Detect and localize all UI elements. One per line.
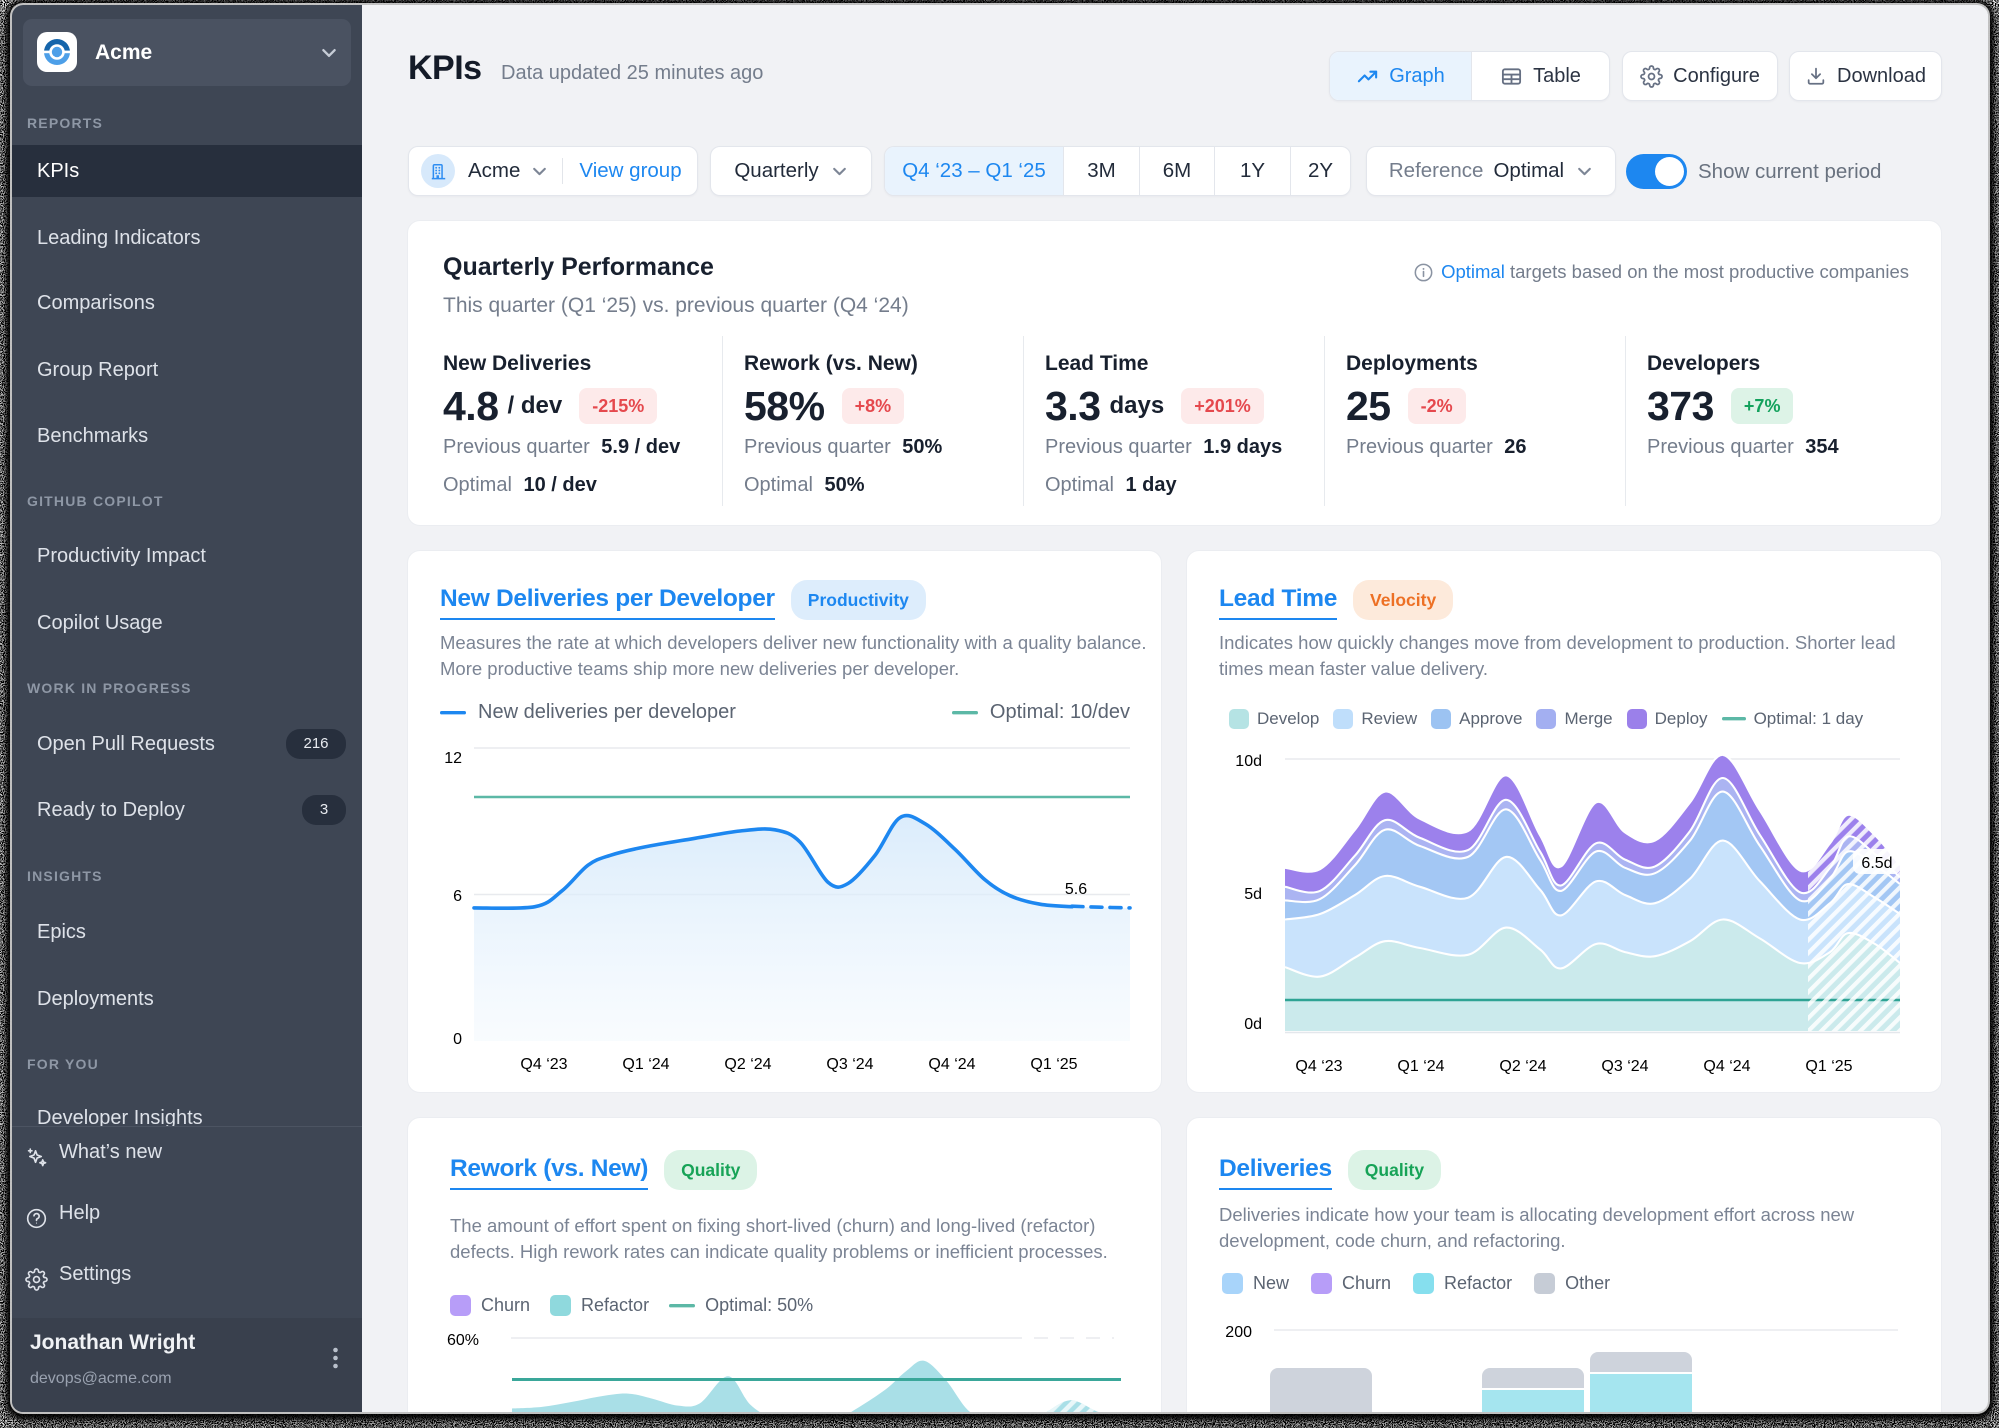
svg-text:Q2 ‘24: Q2 ‘24 [1499, 1058, 1546, 1075]
svg-text:0: 0 [453, 1031, 462, 1048]
svg-text:Q4 ‘24: Q4 ‘24 [1703, 1058, 1750, 1075]
svg-text:10d: 10d [1235, 753, 1262, 770]
svg-text:Q3 ‘24: Q3 ‘24 [1601, 1058, 1648, 1075]
svg-text:5d: 5d [1244, 886, 1262, 903]
svg-text:Q1 ‘24: Q1 ‘24 [1397, 1058, 1444, 1075]
svg-text:12: 12 [444, 750, 462, 767]
svg-text:Q1 ‘25: Q1 ‘25 [1805, 1058, 1852, 1075]
svg-text:Q4 ‘24: Q4 ‘24 [928, 1056, 975, 1073]
svg-text:60%: 60% [447, 1332, 479, 1349]
svg-text:6.5d: 6.5d [1861, 855, 1892, 872]
svg-text:200: 200 [1225, 1324, 1252, 1341]
svg-text:Q1 ‘24: Q1 ‘24 [622, 1056, 669, 1073]
svg-text:0d: 0d [1244, 1016, 1262, 1033]
svg-text:6: 6 [453, 888, 462, 905]
svg-text:Q4 ‘23: Q4 ‘23 [1295, 1058, 1342, 1075]
svg-text:Q3 ‘24: Q3 ‘24 [826, 1056, 873, 1073]
svg-text:Q1 ‘25: Q1 ‘25 [1030, 1056, 1077, 1073]
svg-text:5.6: 5.6 [1065, 881, 1087, 898]
svg-text:Q4 ‘23: Q4 ‘23 [520, 1056, 567, 1073]
svg-text:Q2 ‘24: Q2 ‘24 [724, 1056, 771, 1073]
